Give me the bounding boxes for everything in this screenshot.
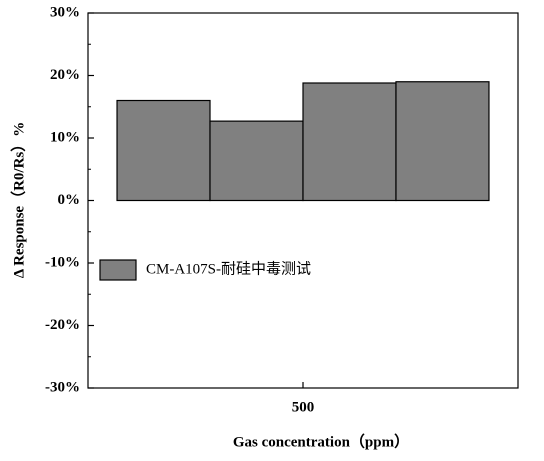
bar bbox=[116, 99, 211, 202]
y-tick-label: -10% bbox=[45, 254, 80, 270]
plot-frame bbox=[87, 12, 519, 389]
y-tick-label: 20% bbox=[50, 67, 80, 83]
legend-swatch bbox=[99, 259, 137, 281]
y-tick-label: -20% bbox=[45, 317, 80, 333]
y-tick-label: 30% bbox=[50, 4, 80, 20]
y-axis-title: Δ Response（R0/Rs）% bbox=[9, 122, 27, 279]
y-tick-label: -30% bbox=[45, 379, 80, 395]
x-tick-label: 500 bbox=[292, 399, 315, 415]
bar bbox=[395, 81, 490, 202]
bar bbox=[302, 82, 397, 202]
y-tick-label: 0% bbox=[58, 192, 81, 208]
y-tick-label: 10% bbox=[50, 129, 80, 145]
x-axis-title: Gas concentration（ppm） bbox=[233, 432, 409, 450]
bar bbox=[209, 120, 304, 202]
legend-label: CM-A107S-耐硅中毒测试 bbox=[146, 260, 311, 277]
